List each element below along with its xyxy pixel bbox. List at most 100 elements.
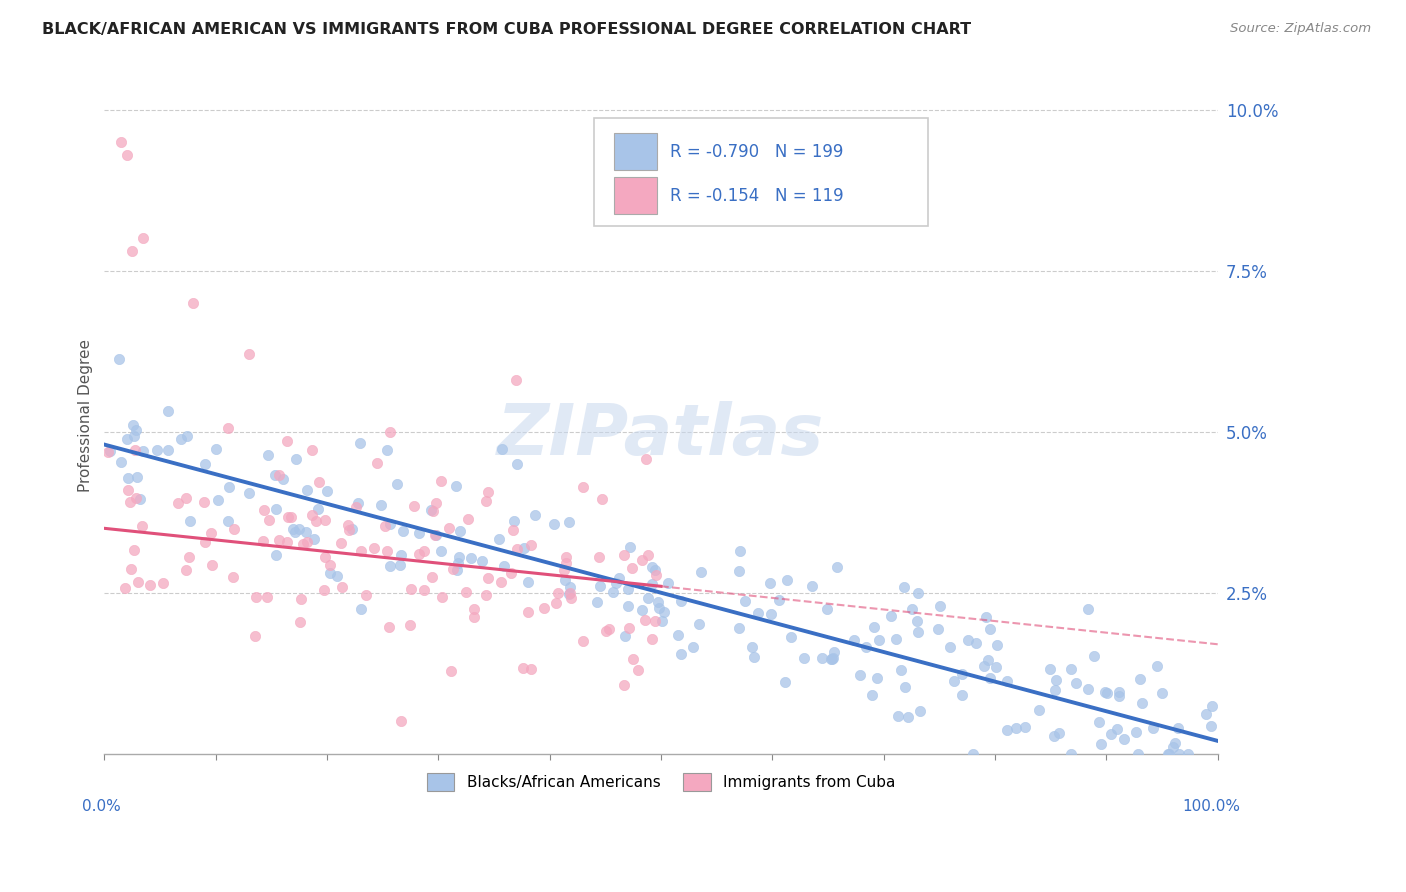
Point	[519, 538, 541, 552]
Point	[1014, 720, 1036, 734]
Point	[183, 296, 205, 310]
Point	[1039, 662, 1062, 676]
Point	[741, 640, 763, 654]
Point	[193, 494, 215, 508]
Point	[943, 673, 966, 688]
Point	[602, 584, 624, 599]
Point	[385, 477, 408, 491]
Point	[108, 352, 131, 367]
Point	[402, 499, 425, 513]
Point	[1005, 722, 1028, 736]
Point	[127, 469, 149, 483]
Point	[243, 629, 266, 643]
Point	[636, 451, 658, 466]
Point	[245, 590, 267, 604]
Point	[776, 573, 799, 587]
Point	[425, 528, 447, 542]
Point	[449, 549, 471, 564]
Point	[866, 671, 889, 685]
Point	[910, 704, 932, 718]
Point	[389, 714, 412, 728]
Point	[224, 522, 246, 536]
Point	[354, 588, 377, 602]
Point	[682, 640, 704, 655]
Point	[1043, 682, 1066, 697]
Point	[463, 609, 485, 624]
Bar	[595, 118, 928, 227]
Point	[121, 244, 143, 259]
Point	[392, 524, 415, 538]
Point	[558, 580, 581, 594]
Point	[1152, 686, 1174, 700]
Point	[319, 558, 342, 572]
Point	[238, 347, 260, 361]
Point	[463, 601, 485, 615]
Point	[125, 491, 148, 505]
Point	[644, 563, 666, 577]
Point	[502, 523, 524, 537]
Point	[97, 444, 120, 458]
Point	[1142, 721, 1164, 735]
Point	[337, 523, 360, 537]
Point	[319, 566, 342, 581]
Point	[1045, 673, 1067, 688]
Point	[1156, 747, 1178, 761]
Point	[855, 640, 877, 654]
Point	[257, 513, 280, 527]
Point	[974, 610, 997, 624]
Point	[984, 660, 1007, 674]
Point	[205, 442, 228, 457]
Point	[420, 503, 443, 517]
Point	[284, 525, 307, 540]
Point	[170, 432, 193, 446]
Point	[516, 575, 538, 590]
Point	[446, 479, 468, 493]
Text: R = -0.790   N = 199: R = -0.790 N = 199	[669, 143, 844, 161]
Point	[398, 618, 420, 632]
Point	[598, 623, 620, 637]
Point	[166, 496, 188, 510]
Point	[315, 483, 337, 498]
Point	[110, 454, 132, 468]
Point	[121, 418, 143, 433]
Point	[295, 483, 318, 498]
Point	[905, 614, 928, 628]
Point	[127, 575, 149, 590]
Point	[329, 536, 352, 550]
Point	[607, 571, 630, 585]
Point	[823, 645, 845, 659]
Point	[446, 563, 468, 577]
Point	[256, 591, 278, 605]
Point	[128, 492, 150, 507]
Point	[524, 508, 547, 523]
Point	[266, 549, 288, 563]
Text: Source: ZipAtlas.com: Source: ZipAtlas.com	[1230, 22, 1371, 36]
Point	[238, 486, 260, 500]
Text: 100.0%: 100.0%	[1182, 799, 1240, 814]
Point	[373, 519, 395, 533]
Point	[437, 521, 460, 535]
Point	[801, 579, 824, 593]
Point	[647, 595, 669, 609]
Point	[950, 689, 973, 703]
Point	[194, 458, 217, 472]
Point	[1157, 747, 1180, 761]
Point	[98, 444, 121, 458]
Point	[1146, 659, 1168, 673]
Point	[1077, 682, 1099, 697]
Point	[939, 640, 962, 654]
Text: ZIPatlas: ZIPatlas	[498, 401, 825, 470]
Point	[349, 435, 371, 450]
Point	[430, 544, 453, 558]
Point	[957, 632, 980, 647]
Point	[288, 615, 311, 629]
Point	[201, 558, 224, 573]
Point	[986, 638, 1008, 652]
Point	[734, 593, 756, 607]
Point	[637, 548, 659, 562]
Point	[460, 551, 482, 566]
Point	[1201, 698, 1223, 713]
Point	[276, 535, 298, 549]
Point	[430, 591, 453, 605]
Text: R = -0.154   N = 119: R = -0.154 N = 119	[669, 186, 844, 205]
